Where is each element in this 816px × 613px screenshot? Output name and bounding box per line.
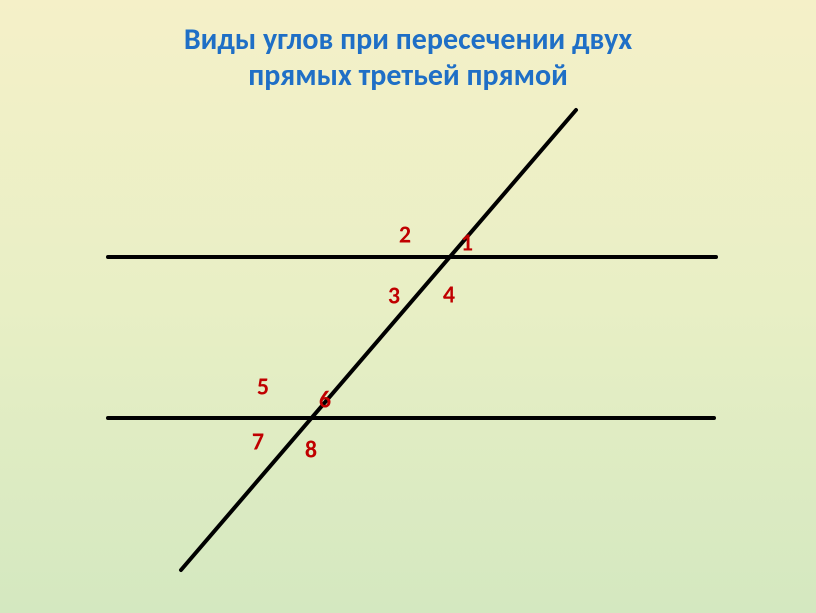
angle-label-5: 5 [257, 373, 269, 402]
geometry-diagram [0, 0, 816, 613]
angle-label-4: 4 [443, 281, 455, 310]
angle-label-8: 8 [305, 436, 317, 465]
angle-label-7: 7 [252, 428, 264, 457]
line-transversal [181, 110, 576, 570]
angle-label-6: 6 [319, 386, 331, 415]
angle-label-1: 1 [461, 229, 473, 258]
angle-label-2: 2 [399, 221, 411, 250]
angle-label-3: 3 [388, 282, 400, 311]
